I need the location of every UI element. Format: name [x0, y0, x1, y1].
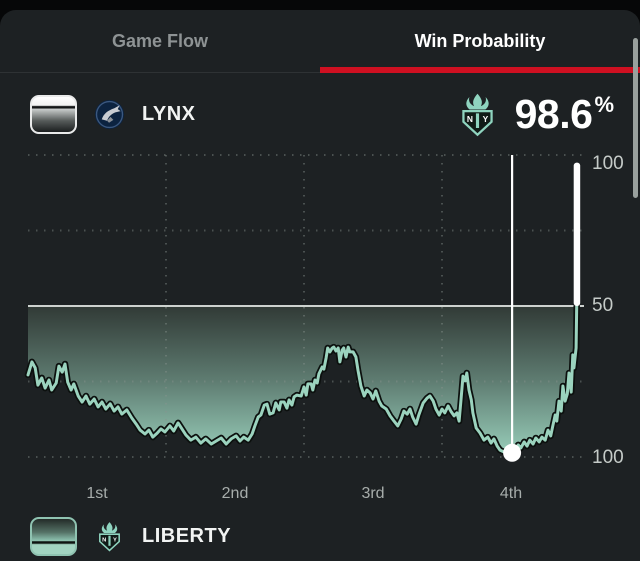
- y-axis-label-top: 100: [592, 153, 624, 174]
- liberty-team-name: LIBERTY: [142, 524, 232, 547]
- x-axis-label-1st: 1st: [86, 485, 108, 502]
- probability-area: [28, 306, 577, 454]
- svg-text:N: N: [102, 537, 106, 543]
- liberty-legend-row: N Y LIBERTY: [30, 516, 231, 556]
- x-axis-label-3rd: 3rd: [361, 485, 385, 502]
- probability-line: [26, 304, 579, 455]
- win-probability-chart[interactable]: 100 50 100: [0, 140, 640, 475]
- tab-win-probability[interactable]: Win Probability: [414, 30, 546, 51]
- tab-bar: Game Flow Win Probability: [0, 10, 640, 73]
- svg-text:Y: Y: [482, 113, 488, 123]
- cursor-dot[interactable]: [503, 443, 522, 462]
- percent-sign: %: [594, 91, 614, 117]
- lynx-gradient-swatch-icon: [30, 94, 77, 134]
- tab-game-flow[interactable]: Game Flow: [111, 30, 209, 51]
- win-probability-value: 98.6 %: [514, 90, 614, 137]
- win-probability-card: Game Flow Win Probability LYNX N Y: [0, 10, 640, 561]
- lynx-team-name: LYNX: [142, 102, 196, 125]
- lynx-logo-icon: [94, 99, 125, 130]
- win-probability-number: 98.6: [514, 90, 593, 137]
- svg-text:Y: Y: [113, 537, 117, 543]
- final-win-bar: [573, 162, 581, 306]
- x-axis-labels: 1st 2nd 3rd 4th: [28, 485, 580, 503]
- y-axis-label-mid: 50: [592, 295, 614, 316]
- liberty-gradient-swatch-icon: [30, 516, 77, 556]
- svg-text:N: N: [466, 113, 472, 123]
- active-tab-indicator: [320, 67, 640, 73]
- x-axis-label-4th: 4th: [499, 485, 523, 502]
- x-axis-label-2nd: 2nd: [221, 485, 249, 502]
- scrollbar-thumb[interactable]: [633, 38, 638, 198]
- liberty-logo-icon-small: N Y: [94, 521, 125, 552]
- teams-header: LYNX N Y 98.6 %: [30, 88, 614, 140]
- liberty-logo-icon: N Y: [454, 92, 501, 137]
- y-axis-label-bottom: 100: [592, 447, 624, 468]
